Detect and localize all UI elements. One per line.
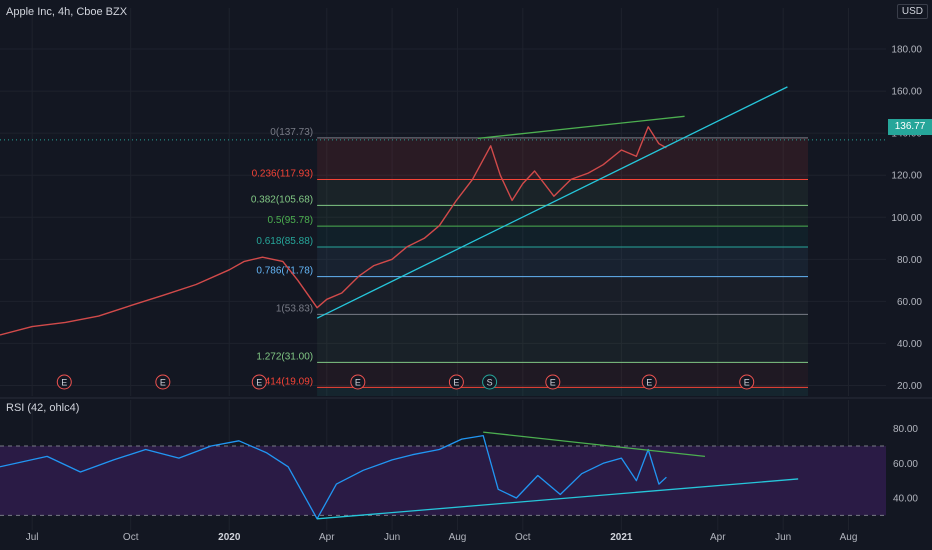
event-marker-label: S xyxy=(487,378,493,388)
event-marker-label: E xyxy=(61,378,67,388)
rsi-support-trendline xyxy=(317,478,799,520)
earnings-marker[interactable] xyxy=(641,374,657,390)
price-axis-label: 120.00 xyxy=(891,171,922,182)
earnings-marker[interactable] xyxy=(155,374,171,390)
fib-zone xyxy=(317,276,808,315)
fib-level-label: 1.414(19.09) xyxy=(256,376,313,387)
earnings-marker[interactable] xyxy=(56,374,72,390)
rsi-series-line xyxy=(0,434,667,520)
time-axis-label: Jul xyxy=(26,532,39,543)
fib-zone xyxy=(317,179,808,206)
price-axis-label: 180.00 xyxy=(891,45,922,56)
earnings-marker[interactable] xyxy=(350,374,366,390)
price-axis-label: 20.00 xyxy=(897,381,922,392)
time-axis-label: Apr xyxy=(710,532,726,543)
time-axis-label: 2020 xyxy=(218,532,241,543)
fib-zone xyxy=(317,137,808,180)
time-axis-label: Jun xyxy=(775,532,791,543)
resistance-trendline xyxy=(477,115,685,140)
fib-zone xyxy=(317,226,808,247)
support-trendline xyxy=(316,86,788,319)
price-axis-label: 160.00 xyxy=(891,87,922,98)
time-axis-label: Aug xyxy=(449,532,467,543)
time-axis-label: Oct xyxy=(123,532,139,543)
price-axis-label: 80.00 xyxy=(897,255,922,266)
time-axis-label: Aug xyxy=(840,532,858,543)
time-axis-label: 2021 xyxy=(610,532,633,543)
earnings-marker[interactable] xyxy=(545,374,561,390)
earnings-marker[interactable] xyxy=(739,374,755,390)
price-axis-label: 60.00 xyxy=(897,297,922,308)
rsi-axis-label: 60.00 xyxy=(893,459,918,470)
fib-zone xyxy=(317,205,808,227)
time-axis-label: Apr xyxy=(319,532,335,543)
fib-zone xyxy=(317,314,808,363)
time-axis-label: Oct xyxy=(515,532,531,543)
chart-title: Apple Inc, 4h, Cboe BZX xyxy=(6,6,128,18)
price-series-line xyxy=(0,126,667,336)
price-axis-label: 100.00 xyxy=(891,213,922,224)
price-axis-label: 40.00 xyxy=(897,339,922,350)
rsi-axis-label: 80.00 xyxy=(893,424,918,435)
event-marker-label: E xyxy=(160,378,166,388)
time-axis-label: Jun xyxy=(384,532,400,543)
event-marker-label: E xyxy=(256,378,262,388)
fib-level-label: 0.786(71.78) xyxy=(256,266,313,277)
event-marker-label: E xyxy=(744,378,750,388)
fib-zone xyxy=(317,387,808,396)
fib-level-label: 1.272(31.00) xyxy=(256,351,313,362)
earnings-marker[interactable] xyxy=(448,374,464,390)
fib-zone xyxy=(317,362,808,388)
rsi-axis-label: 40.00 xyxy=(893,494,918,505)
split-marker[interactable] xyxy=(482,374,498,390)
currency-button[interactable]: USD xyxy=(896,4,928,19)
event-marker-label: E xyxy=(646,378,652,388)
fib-level-label: 0.618(85.88) xyxy=(256,236,313,247)
rsi-indicator-label: RSI (42, ohlc4) xyxy=(6,402,80,414)
fib-zone xyxy=(317,246,808,277)
fib-level-label: 1(53.83) xyxy=(276,303,313,314)
fib-level-label: 0.5(95.78) xyxy=(268,215,314,226)
event-marker-label: E xyxy=(453,378,459,388)
fib-level-label: 0.382(105.68) xyxy=(251,194,313,205)
last-price-badge: 136.77 xyxy=(888,119,932,135)
fib-level-label: 0.236(117.93) xyxy=(252,169,314,180)
fib-level-label: 0(137.73) xyxy=(270,127,313,138)
rsi-resistance-trendline xyxy=(483,431,706,458)
event-marker-label: E xyxy=(550,378,556,388)
earnings-marker[interactable] xyxy=(251,374,267,390)
rsi-band-fill xyxy=(0,446,886,516)
event-marker-label: E xyxy=(355,378,361,388)
